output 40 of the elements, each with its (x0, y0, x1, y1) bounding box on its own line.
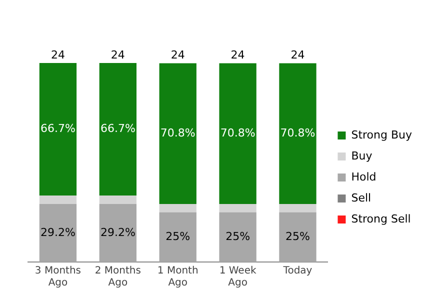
bar (99, 196, 136, 204)
x-tick-label: 1 Week Ago (219, 266, 256, 289)
x-tick-label: 2 Months Ago (94, 266, 141, 289)
annotation: 24 (110, 48, 125, 62)
annotation: 24 (230, 48, 245, 62)
x-tick-label: 3 Months Ago (34, 266, 82, 289)
bar (279, 212, 316, 262)
data-label: 70.8% (280, 126, 316, 140)
bar (279, 204, 316, 212)
bar (39, 204, 77, 262)
data-label: 25% (226, 230, 250, 244)
x-tick-label: 1 Month Ago (157, 266, 198, 289)
annotation: 24 (50, 48, 65, 62)
bar (99, 204, 136, 262)
data-label: 25% (166, 230, 190, 244)
legend-label: Strong Sell (351, 212, 411, 226)
x-tick-label: Today (282, 266, 312, 277)
legend-label: Sell (351, 191, 372, 204)
legend-label: Buy (351, 149, 373, 162)
bar (219, 212, 256, 262)
bar (159, 63, 196, 204)
bar (39, 196, 77, 204)
bar (279, 63, 316, 204)
annotation: 24 (290, 48, 305, 62)
bar (219, 63, 256, 204)
bar (219, 204, 256, 212)
annotation: 24 (170, 48, 185, 62)
bar (99, 63, 136, 196)
data-label: 66.7% (100, 122, 136, 136)
data-label: 66.7% (40, 122, 76, 136)
legend-label: Strong Buy (351, 128, 412, 142)
data-label: 70.8% (220, 126, 256, 140)
bar (39, 63, 77, 196)
data-label: 25% (286, 230, 310, 244)
legend-label: Hold (351, 170, 376, 184)
data-label: 29.2% (40, 226, 76, 239)
bar (159, 212, 196, 262)
bar (159, 204, 196, 212)
data-label: 29.2% (100, 226, 136, 239)
data-label: 70.8% (160, 126, 196, 140)
